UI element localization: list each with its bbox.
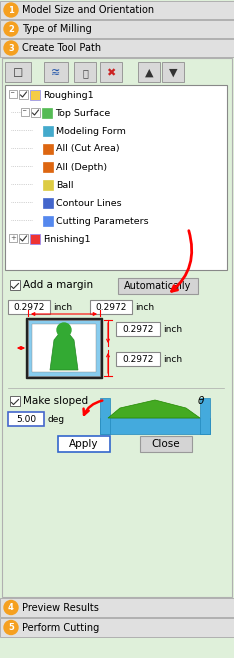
Circle shape xyxy=(4,3,18,17)
Text: ▼: ▼ xyxy=(169,68,177,78)
Text: deg: deg xyxy=(48,415,65,424)
Bar xyxy=(19,234,28,243)
Bar xyxy=(200,398,210,434)
Circle shape xyxy=(4,41,18,55)
Text: Contour Lines: Contour Lines xyxy=(56,199,122,207)
Bar xyxy=(116,322,160,336)
Polygon shape xyxy=(108,400,200,418)
Text: ▲: ▲ xyxy=(145,68,153,78)
Bar xyxy=(43,126,53,136)
Text: Model Size and Orientation: Model Size and Orientation xyxy=(22,5,154,15)
Text: Apply: Apply xyxy=(69,439,99,449)
Text: 0.2972: 0.2972 xyxy=(122,325,154,334)
Bar xyxy=(0,618,234,637)
Bar xyxy=(28,320,100,376)
Bar xyxy=(8,300,50,314)
Bar xyxy=(43,162,53,172)
Bar xyxy=(100,418,210,434)
Text: ─: ─ xyxy=(22,109,25,114)
Text: ⧉: ⧉ xyxy=(82,68,88,78)
Bar xyxy=(5,62,31,82)
Bar xyxy=(30,234,40,244)
Bar xyxy=(100,398,110,434)
Bar xyxy=(8,412,44,426)
Text: All (Cut Area): All (Cut Area) xyxy=(56,145,120,153)
Text: Preview Results: Preview Results xyxy=(22,603,99,613)
Text: ≋: ≋ xyxy=(51,68,61,78)
Bar xyxy=(0,1,234,19)
Text: ◻: ◻ xyxy=(13,66,23,80)
Text: inch: inch xyxy=(163,355,182,364)
Bar xyxy=(43,198,53,208)
Bar xyxy=(43,216,53,226)
Text: inch: inch xyxy=(135,303,154,312)
Text: θ: θ xyxy=(198,396,204,406)
Text: 1: 1 xyxy=(8,6,14,14)
Text: Create Tool Path: Create Tool Path xyxy=(22,43,101,53)
Bar xyxy=(19,90,28,99)
Bar xyxy=(138,62,160,82)
Text: 3: 3 xyxy=(8,44,14,53)
Text: Roughing1: Roughing1 xyxy=(43,91,94,99)
Bar xyxy=(2,58,232,597)
Bar xyxy=(74,62,96,82)
Bar xyxy=(58,436,110,452)
Text: 0.2972: 0.2972 xyxy=(13,303,45,312)
Text: Type of Milling: Type of Milling xyxy=(22,24,92,34)
Text: 5.00: 5.00 xyxy=(16,415,36,424)
Bar xyxy=(0,39,234,57)
Bar xyxy=(9,90,17,98)
Text: Finishing1: Finishing1 xyxy=(43,234,91,243)
Bar xyxy=(100,62,122,82)
Bar xyxy=(32,324,96,372)
Text: Perform Cutting: Perform Cutting xyxy=(22,623,99,633)
Text: Cutting Parameters: Cutting Parameters xyxy=(56,216,149,226)
Bar xyxy=(42,108,52,118)
Text: Make sloped: Make sloped xyxy=(23,396,88,406)
Text: All (Depth): All (Depth) xyxy=(56,163,107,172)
Text: 0.2972: 0.2972 xyxy=(122,355,154,364)
Bar xyxy=(43,180,53,190)
Text: Add a margin: Add a margin xyxy=(23,280,93,290)
Bar xyxy=(140,436,192,452)
Text: ─: ─ xyxy=(10,91,13,96)
Bar xyxy=(5,85,227,270)
Text: Automatically: Automatically xyxy=(124,281,192,291)
Circle shape xyxy=(4,601,18,615)
Text: +: + xyxy=(11,234,16,241)
Circle shape xyxy=(4,22,18,36)
Text: inch: inch xyxy=(53,303,72,312)
Text: Top Surface: Top Surface xyxy=(55,109,110,118)
Text: inch: inch xyxy=(163,325,182,334)
Bar xyxy=(44,62,68,82)
Bar xyxy=(10,396,20,406)
Text: 4: 4 xyxy=(8,603,14,613)
Text: 5: 5 xyxy=(8,623,14,632)
Bar xyxy=(21,108,29,116)
Circle shape xyxy=(57,323,71,337)
Bar xyxy=(9,234,17,242)
Text: Close: Close xyxy=(152,439,180,449)
Bar xyxy=(43,144,53,154)
Bar xyxy=(10,280,20,290)
Bar xyxy=(116,352,160,366)
Bar xyxy=(0,598,234,617)
Polygon shape xyxy=(50,332,78,370)
Bar xyxy=(26,318,102,378)
Text: Modeling Form: Modeling Form xyxy=(56,126,126,136)
Text: Ball: Ball xyxy=(56,180,73,190)
Bar xyxy=(90,300,132,314)
Circle shape xyxy=(4,620,18,634)
Bar xyxy=(30,90,40,100)
Bar xyxy=(0,20,234,38)
Bar xyxy=(162,62,184,82)
Bar xyxy=(118,278,198,294)
Text: 2: 2 xyxy=(8,25,14,34)
Text: ✖: ✖ xyxy=(106,68,116,78)
Bar xyxy=(31,108,40,117)
Text: 0.2972: 0.2972 xyxy=(95,303,127,312)
